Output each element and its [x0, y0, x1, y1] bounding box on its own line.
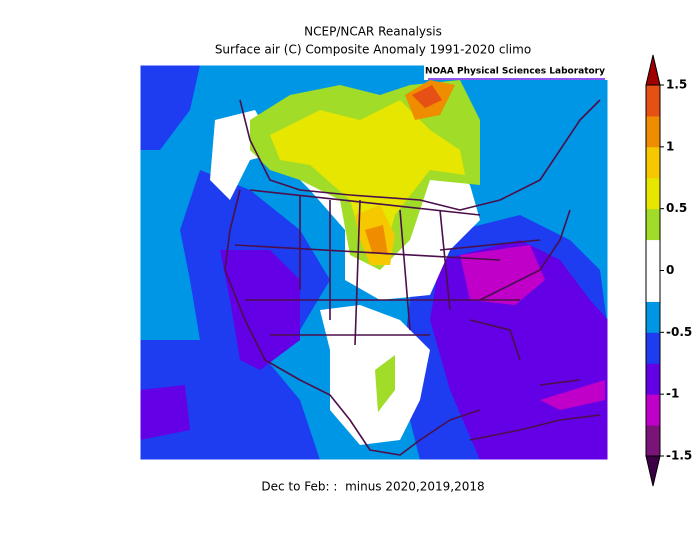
colorbar-tick-label: -1 — [666, 387, 679, 401]
map: NOAA Physical Sciences Laboratory — [139, 64, 609, 461]
violet-region — [220, 250, 300, 370]
colorbar-band — [646, 115, 660, 148]
red-region — [412, 85, 442, 108]
colorbar-tick-label: 0.5 — [666, 201, 687, 215]
credit: NOAA Physical Sciences Laboratory — [425, 67, 605, 77]
colorbar-tick-label: 1.5 — [666, 78, 687, 92]
subtitle: Surface air (C) Composite Anomaly 1991-2… — [215, 43, 531, 57]
coastline — [239, 99, 601, 211]
colorbar-band — [646, 208, 660, 241]
border — [234, 189, 541, 346]
colorbar-tick-label: 0 — [666, 263, 674, 277]
colorbar-band — [646, 363, 660, 395]
magenta-region — [460, 245, 545, 305]
coastline — [469, 209, 571, 361]
yellow-region — [270, 100, 465, 250]
colorbar-band — [646, 425, 660, 457]
violet-region — [140, 385, 190, 440]
blue-region — [140, 65, 200, 150]
neutral-region — [320, 305, 430, 445]
colorbar-band — [646, 332, 660, 364]
colorbar-band — [646, 239, 660, 271]
green-region — [375, 355, 395, 412]
colorbar: 1.5 1 0.5 0 -0.5 -1 -1.5 — [645, 54, 692, 487]
colorbar-band — [646, 270, 660, 302]
colorbar-band — [646, 301, 660, 333]
credit-box — [424, 64, 608, 80]
colorbar-extend-low — [645, 455, 661, 487]
islands — [469, 379, 601, 441]
colorbar-extend-high — [645, 54, 661, 86]
colorbar-band — [646, 146, 660, 179]
colorbar-band — [646, 85, 660, 117]
colorbar-tick-label: -1.5 — [666, 449, 692, 463]
colorbar-tick-label: 1 — [666, 139, 674, 153]
colorbar-band — [646, 394, 660, 426]
colorbar-band — [646, 177, 660, 210]
footer: Dec to Feb: : minus 2020,2019,2018 — [261, 480, 484, 494]
title: NCEP/NCAR Reanalysis — [304, 25, 442, 39]
magenta-region — [540, 380, 605, 410]
coastline — [224, 189, 481, 456]
colorbar-tick-label: -0.5 — [666, 325, 692, 339]
map-frame — [139, 64, 609, 461]
orange-region — [365, 225, 388, 255]
